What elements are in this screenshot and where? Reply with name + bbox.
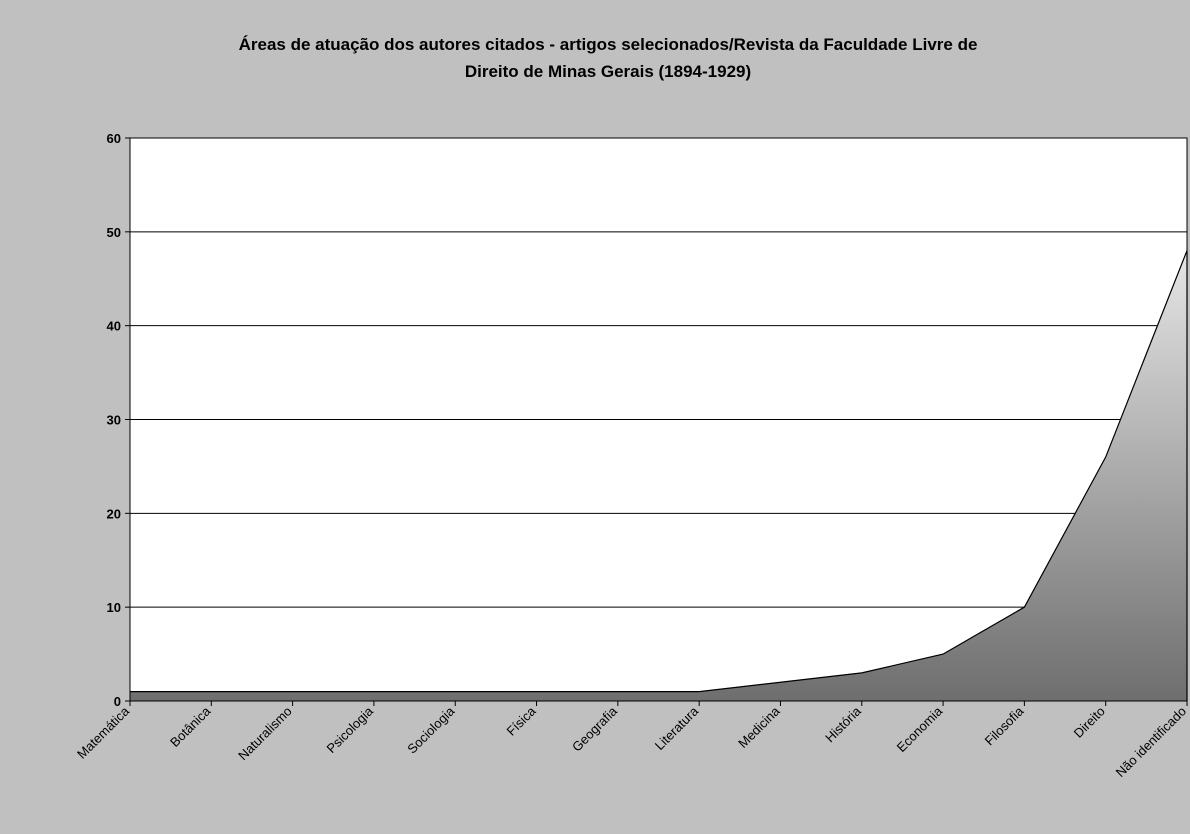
x-tick-label-10: Economia <box>894 703 946 755</box>
x-tick-label-9: História <box>822 703 864 745</box>
y-axis-ticks: 0 10 20 30 40 50 60 <box>107 131 130 709</box>
chart-title-line-2: Direito de Minas Gerais (1894-1929) <box>465 62 751 81</box>
y-tick-label-50: 50 <box>107 225 121 240</box>
y-tick-label-30: 30 <box>107 413 121 428</box>
y-tick-label-20: 20 <box>107 506 121 521</box>
y-tick-label-0: 0 <box>114 694 121 709</box>
x-tick-label-8: Medicina <box>735 703 783 751</box>
x-axis-ticks: Matemática Botânica Naturalismo Psicologia S… <box>74 701 1189 780</box>
gridlines <box>130 137 1187 608</box>
y-tick-label-40: 40 <box>107 319 121 334</box>
x-tick-label-6: Geografia <box>569 703 621 755</box>
x-tick-label-7: Literatura <box>652 703 702 753</box>
x-tick-label-5: Física <box>504 703 540 739</box>
chart-title: Áreas de atuação dos autores citados - a… <box>239 35 978 81</box>
x-tick-label-2: Naturalismo <box>235 704 295 764</box>
chart-title-line-1: Áreas de atuação dos autores citados - a… <box>239 35 978 54</box>
x-tick-label-0: Matemática <box>74 703 133 762</box>
x-tick-label-3: Psicologia <box>324 703 377 756</box>
x-tick-label-12: Direito <box>1071 704 1108 741</box>
x-tick-label-1: Botânica <box>167 703 214 750</box>
area-line <box>130 250 1188 701</box>
x-tick-label-11: Filosofia <box>982 703 1027 748</box>
area-fill <box>130 250 1187 701</box>
y-tick-label-10: 10 <box>107 600 121 615</box>
area-series <box>130 250 1188 701</box>
y-tick-label-60: 60 <box>107 131 121 146</box>
x-tick-label-13: Não identificado <box>1113 704 1190 781</box>
x-tick-label-4: Sociologia <box>404 703 458 757</box>
